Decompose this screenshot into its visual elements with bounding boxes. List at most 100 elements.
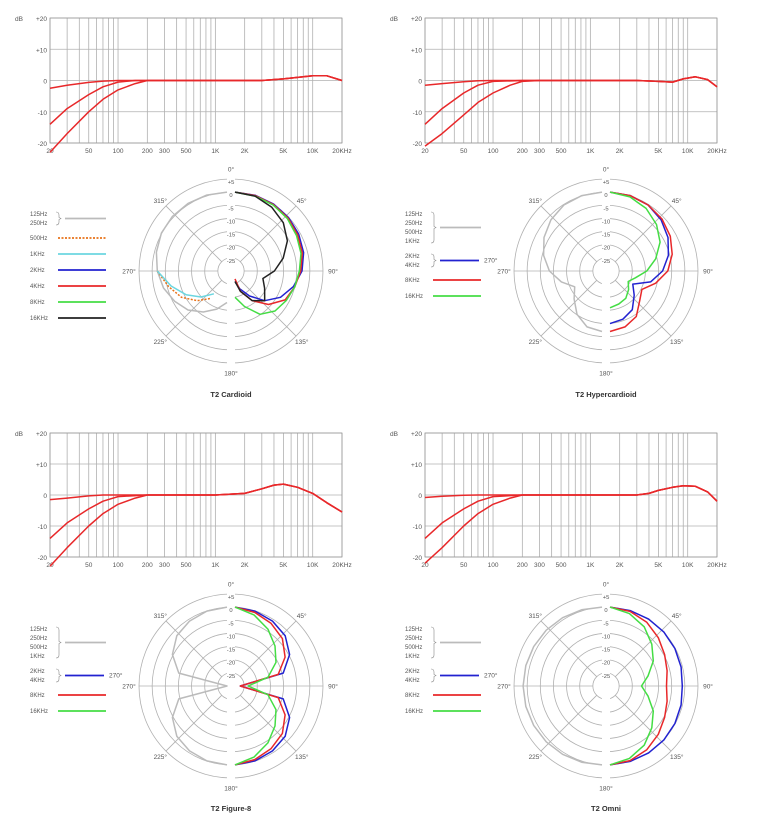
legend-label: 2KHz: [405, 254, 420, 260]
polar-spoke: [240, 205, 297, 262]
legend-brace: [55, 668, 62, 683]
polar-angle-label: 315°: [529, 197, 543, 205]
x-tick-label: 50: [460, 148, 468, 155]
polar-gap: [227, 592, 235, 675]
x-tick-label: 300: [534, 562, 545, 569]
legend-label: 4KHz: [30, 284, 45, 290]
polar-angle-label: 90°: [703, 268, 713, 276]
polar-db-label: +5: [228, 595, 235, 601]
x-tick-label: 5K: [654, 148, 663, 155]
polar-angle-label: 315°: [154, 612, 168, 620]
x-tick-label: 20KHz: [332, 562, 352, 569]
polar-angle-label: 45°: [297, 612, 307, 620]
legend-label: 1KHz: [405, 239, 420, 245]
x-tick-label: 500: [556, 562, 567, 569]
polar-curve: [609, 606, 655, 766]
polar-gap: [227, 282, 235, 365]
x-tick-label: 20KHz: [707, 562, 727, 569]
x-tick-label: 2K: [241, 562, 250, 569]
legend-label: 16KHz: [30, 709, 48, 715]
polar-curve: [171, 606, 228, 766]
legend-label: 8KHz: [405, 693, 420, 699]
legend-label: 8KHz: [30, 300, 45, 306]
y-tick-label: +20: [36, 431, 47, 438]
y-tick-label: 0: [418, 79, 422, 86]
y-tick-label: -10: [413, 110, 423, 117]
response-curve: [49, 483, 343, 567]
plot-frame: [49, 432, 343, 558]
polar-db-label: -5: [228, 621, 233, 627]
response-curve: [424, 76, 718, 147]
y-tick-label: +10: [36, 462, 47, 469]
legend-label: 125Hz: [405, 212, 422, 218]
legend-label: 2KHz: [30, 268, 45, 274]
x-tick-label: 5K: [654, 562, 663, 569]
x-tick-label: 1K: [211, 148, 220, 155]
polar-curve: [234, 606, 286, 766]
polar-spoke: [240, 695, 297, 752]
legend-brace: [430, 626, 437, 659]
legend-brace: [55, 211, 62, 226]
x-tick-label: 500: [181, 562, 192, 569]
polar-db-label: 0: [604, 193, 607, 199]
chart-caption: T2 Cardioid: [210, 390, 252, 399]
polar-angle-label: 45°: [672, 612, 682, 620]
polar-angle-label: 135°: [670, 753, 684, 761]
polar-spoke: [165, 620, 222, 677]
y-tick-label: +20: [411, 16, 422, 23]
polar-angle-label: 0°: [228, 581, 235, 589]
legend-angle-tag: 270°: [109, 672, 123, 680]
y-tick-label: +10: [411, 462, 422, 469]
x-tick-label: 20: [421, 148, 429, 155]
polar-angle-label: 90°: [703, 683, 713, 691]
polar-angle-label: 135°: [295, 753, 309, 761]
polar-db-label: 0: [229, 608, 232, 614]
polar-db-label: -25: [227, 259, 235, 265]
polar-spoke: [615, 205, 672, 262]
x-tick-label: 1K: [211, 562, 220, 569]
polar-db-label: -15: [602, 648, 610, 654]
y-tick-label: 0: [418, 493, 422, 500]
polar-db-label: -15: [227, 233, 235, 239]
polar-pattern-chart: +5 0 -5 -10 -15 -20 -25 0° 45° 90° 135° 180° 225° 270…: [405, 581, 713, 814]
polar-angle-label: 315°: [529, 612, 543, 620]
polar-angle-label: 270°: [122, 268, 136, 276]
polar-db-label: -5: [603, 206, 608, 212]
y-tick-label: +10: [36, 47, 47, 54]
response-curve: [49, 483, 343, 539]
y-tick-label: -20: [38, 555, 48, 562]
polar-curve: [156, 270, 215, 298]
polar-angle-label: 225°: [529, 753, 543, 761]
polar-curve: [234, 191, 289, 302]
polar-angle-label: 180°: [599, 785, 613, 793]
y-tick-label: -20: [413, 555, 423, 562]
legend-label: 4KHz: [405, 263, 420, 269]
legend-angle-tag: 270°: [484, 672, 498, 680]
polar-gap: [227, 697, 235, 780]
polar-angle-label: 0°: [603, 581, 610, 589]
x-tick-label: 300: [159, 148, 170, 155]
polar-spoke: [165, 280, 222, 337]
polar-curve: [609, 606, 684, 766]
legend-label: 8KHz: [405, 278, 420, 284]
polar-db-label: -15: [602, 233, 610, 239]
polar-pattern-chart: +5 0 -5 -10 -15 -20 -25 0° 45° 90° 135° 180° 225° 270…: [30, 166, 338, 400]
x-tick-label: 10K: [682, 148, 694, 155]
legend-label: 250Hz: [405, 221, 422, 227]
y-tick-label: 0: [43, 79, 47, 86]
x-tick-label: 200: [517, 148, 528, 155]
legend-label: 125Hz: [405, 627, 422, 633]
polar-spoke: [615, 280, 672, 337]
y-tick-label: 0: [43, 493, 47, 500]
legend-label: 500Hz: [30, 236, 47, 242]
x-tick-label: 5K: [279, 148, 288, 155]
legend-label: 16KHz: [30, 316, 48, 322]
polar-gap: [602, 282, 610, 365]
polar-angle-label: 0°: [603, 166, 610, 174]
x-tick-label: 500: [556, 148, 567, 155]
y-tick-label: +20: [36, 16, 47, 23]
polar-db-label: -5: [603, 621, 608, 627]
legend-label: 2KHz: [30, 669, 45, 675]
